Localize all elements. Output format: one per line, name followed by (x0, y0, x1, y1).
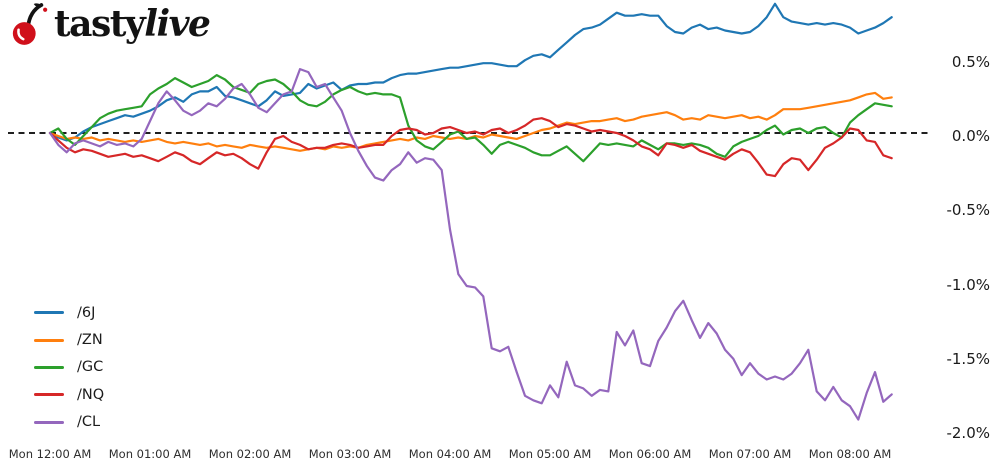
legend-swatch-gc (34, 365, 64, 369)
legend-label: /NQ (77, 386, 105, 403)
series-line-nq (48, 117, 893, 178)
x-tick-label: Mon 07:00 AM (708, 447, 792, 461)
y-tick-label: -1.5% (946, 349, 990, 368)
y-tick-label: -1.0% (946, 275, 990, 294)
y-tick-label: -0.5% (946, 201, 990, 220)
legend-label: /6J (77, 304, 96, 321)
legend-item-nq: /NQ (34, 381, 104, 408)
x-tick-label: Mon 06:00 AM (608, 447, 692, 461)
x-tick-label: Mon 08:00 AM (808, 447, 892, 461)
legend-label: /CL (77, 414, 101, 431)
series-line-gc (48, 73, 893, 163)
y-tick-label: 0.5% (951, 52, 990, 71)
y-tick-label: -2.0% (946, 424, 990, 442)
legend-swatch-6j (34, 311, 64, 315)
legend-item-6j: /6J (34, 299, 104, 326)
x-tick-label: Mon 05:00 AM (508, 447, 592, 461)
series-line-6j (48, 2, 893, 142)
brand-logo: tastylive (10, 2, 211, 46)
legend-label: /ZN (77, 332, 103, 349)
brand-text-live: live (144, 3, 211, 45)
cherry-icon (12, 3, 48, 45)
series-line-cl (48, 67, 893, 421)
x-tick-label: Mon 01:00 AM (108, 447, 192, 461)
legend-swatch-zn (34, 338, 64, 342)
legend-swatch-nq (34, 393, 64, 397)
legend-label: /GC (77, 359, 104, 376)
x-tick-label: Mon 03:00 AM (308, 447, 392, 461)
x-tick-label: Mon 04:00 AM (408, 447, 492, 461)
legend-item-zn: /ZN (34, 326, 104, 353)
y-tick-label: 0.0% (951, 127, 990, 145)
brand-text-tasty: tasty (54, 3, 146, 45)
brand-wordmark: tastylive (54, 2, 211, 46)
legend-item-gc: /GC (34, 354, 104, 381)
legend-item-cl: /CL (34, 409, 104, 436)
chart-legend: /6J /ZN /GC /NQ /CL (34, 299, 104, 436)
x-tick-label: Mon 12:00 AM (8, 447, 92, 461)
legend-swatch-cl (34, 420, 64, 424)
x-tick-label: Mon 02:00 AM (208, 447, 292, 461)
